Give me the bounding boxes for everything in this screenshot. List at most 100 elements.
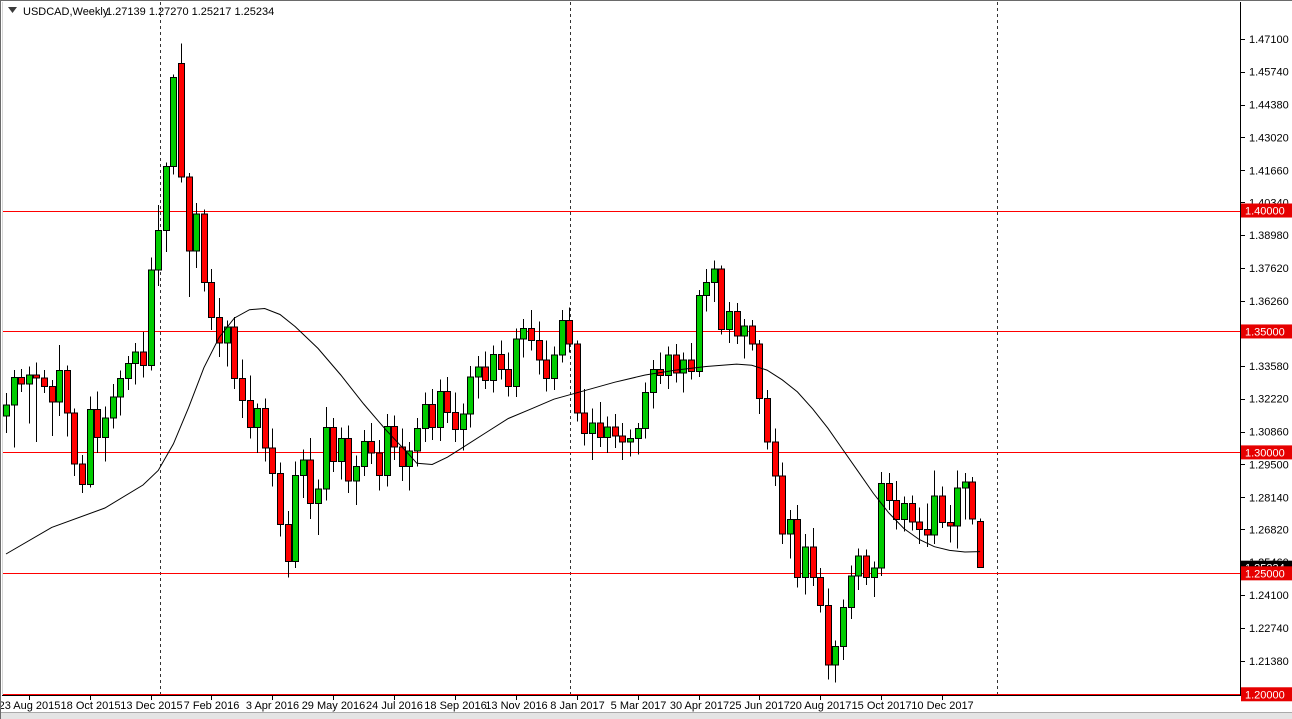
candle-bear xyxy=(825,604,832,666)
candle-bull xyxy=(604,426,611,438)
candle-bear xyxy=(977,521,984,569)
candle-bull xyxy=(467,376,474,415)
candle-bear xyxy=(779,475,786,535)
candle-bear xyxy=(718,268,725,331)
candle-bear xyxy=(391,425,398,448)
candle-bear xyxy=(239,378,246,401)
candle-bull xyxy=(954,487,961,527)
candle-bear xyxy=(909,503,916,523)
time-label: 23 Aug 2015 xyxy=(0,700,60,712)
price-badge xyxy=(1241,687,1292,702)
chart-symbol-marker-icon[interactable] xyxy=(8,7,17,13)
candlestick-series xyxy=(3,43,984,683)
time-label: 29 May 2016 xyxy=(302,700,366,712)
price-label: 1.45740 xyxy=(1249,67,1289,79)
candle-bull xyxy=(323,427,330,490)
candle-bear xyxy=(734,311,741,337)
time-label: 24 Jul 2016 xyxy=(366,700,423,712)
candle-bull xyxy=(56,370,63,403)
candle-bear xyxy=(498,353,505,371)
candle-bear xyxy=(810,546,817,579)
candle-bear xyxy=(444,390,451,413)
candle-bear xyxy=(863,555,870,579)
candle-bear xyxy=(49,386,56,403)
candle-bear xyxy=(749,325,756,345)
candle-bear xyxy=(231,326,238,380)
candle-bull xyxy=(703,282,710,297)
candle-bear xyxy=(772,441,779,477)
candle-bull xyxy=(635,428,642,439)
time-label: 13 Nov 2016 xyxy=(485,700,547,712)
candle-bear xyxy=(673,354,680,374)
candle-bear xyxy=(817,577,824,606)
candle-bull xyxy=(901,503,908,521)
ohlc-values: 1.27139 1.27270 1.25217 1.25234 xyxy=(106,6,274,18)
candle-bull xyxy=(840,607,847,647)
candle-bull xyxy=(125,362,132,380)
candle-bull xyxy=(665,354,672,376)
candle-bear xyxy=(33,374,40,379)
candle-bull xyxy=(300,459,307,476)
time-label: 18 Oct 2015 xyxy=(61,700,121,712)
candle-bull xyxy=(254,407,261,429)
candle-bull xyxy=(589,422,596,435)
candle-bull xyxy=(711,268,718,284)
candle-bear xyxy=(574,343,581,414)
candle-bear xyxy=(756,343,763,400)
candle-bull xyxy=(696,295,703,372)
candle-bear xyxy=(178,62,185,178)
candle-bear xyxy=(368,441,375,454)
candle-bear xyxy=(345,437,352,482)
price-label: 1.43020 xyxy=(1249,132,1289,144)
candle-bear xyxy=(893,499,900,521)
price-label: 1.47100 xyxy=(1249,34,1289,46)
candle-bear xyxy=(18,376,25,385)
candle-bull xyxy=(437,390,444,429)
candle-bear xyxy=(566,320,573,345)
candle-bear xyxy=(216,316,223,344)
candle-bear xyxy=(536,340,543,361)
candle-bear xyxy=(886,482,893,501)
candle-bull xyxy=(627,437,634,443)
candle-bull xyxy=(132,351,139,364)
price-label: 1.32220 xyxy=(1249,394,1289,406)
candle-bear xyxy=(247,399,254,429)
candle-bull xyxy=(26,374,33,385)
time-axis-ticks xyxy=(29,695,943,700)
candle-bear xyxy=(794,519,801,579)
window-bottom-chrome xyxy=(0,712,1292,719)
horizontal-lines[interactable] xyxy=(2,211,1240,695)
candle-bear xyxy=(285,523,292,563)
ma-polyline[interactable] xyxy=(5,307,981,555)
candle-bear xyxy=(916,521,923,530)
chart-plot-area[interactable] xyxy=(2,2,1240,695)
candle-bear xyxy=(612,426,619,437)
price-badge-label: 1.30000 xyxy=(1245,447,1285,459)
candle-bear xyxy=(429,403,436,429)
candle-bear xyxy=(764,398,771,443)
candle-bear xyxy=(581,412,588,435)
candle-bull xyxy=(551,354,558,380)
candle-bull xyxy=(3,404,10,417)
candle-bull xyxy=(520,328,527,340)
candle-bear xyxy=(277,473,284,525)
price-label: 1.26820 xyxy=(1249,524,1289,536)
candle-bull xyxy=(650,369,657,393)
candle-bull xyxy=(741,325,748,337)
time-axis[interactable] xyxy=(2,696,1240,712)
time-label: 20 Aug 2017 xyxy=(790,700,852,712)
candle-bear xyxy=(619,435,626,443)
candle-bull xyxy=(787,519,794,535)
candle-bear xyxy=(330,427,337,463)
candle-bull xyxy=(361,441,368,467)
candle-bear xyxy=(269,447,276,475)
price-label: 1.41660 xyxy=(1249,165,1289,177)
candle-bull xyxy=(338,437,345,463)
candle-bull xyxy=(315,488,322,505)
price-label: 1.21380 xyxy=(1249,656,1289,668)
price-label: 1.38980 xyxy=(1249,230,1289,242)
candle-bull xyxy=(878,482,885,569)
moving-average-line[interactable] xyxy=(5,307,981,555)
